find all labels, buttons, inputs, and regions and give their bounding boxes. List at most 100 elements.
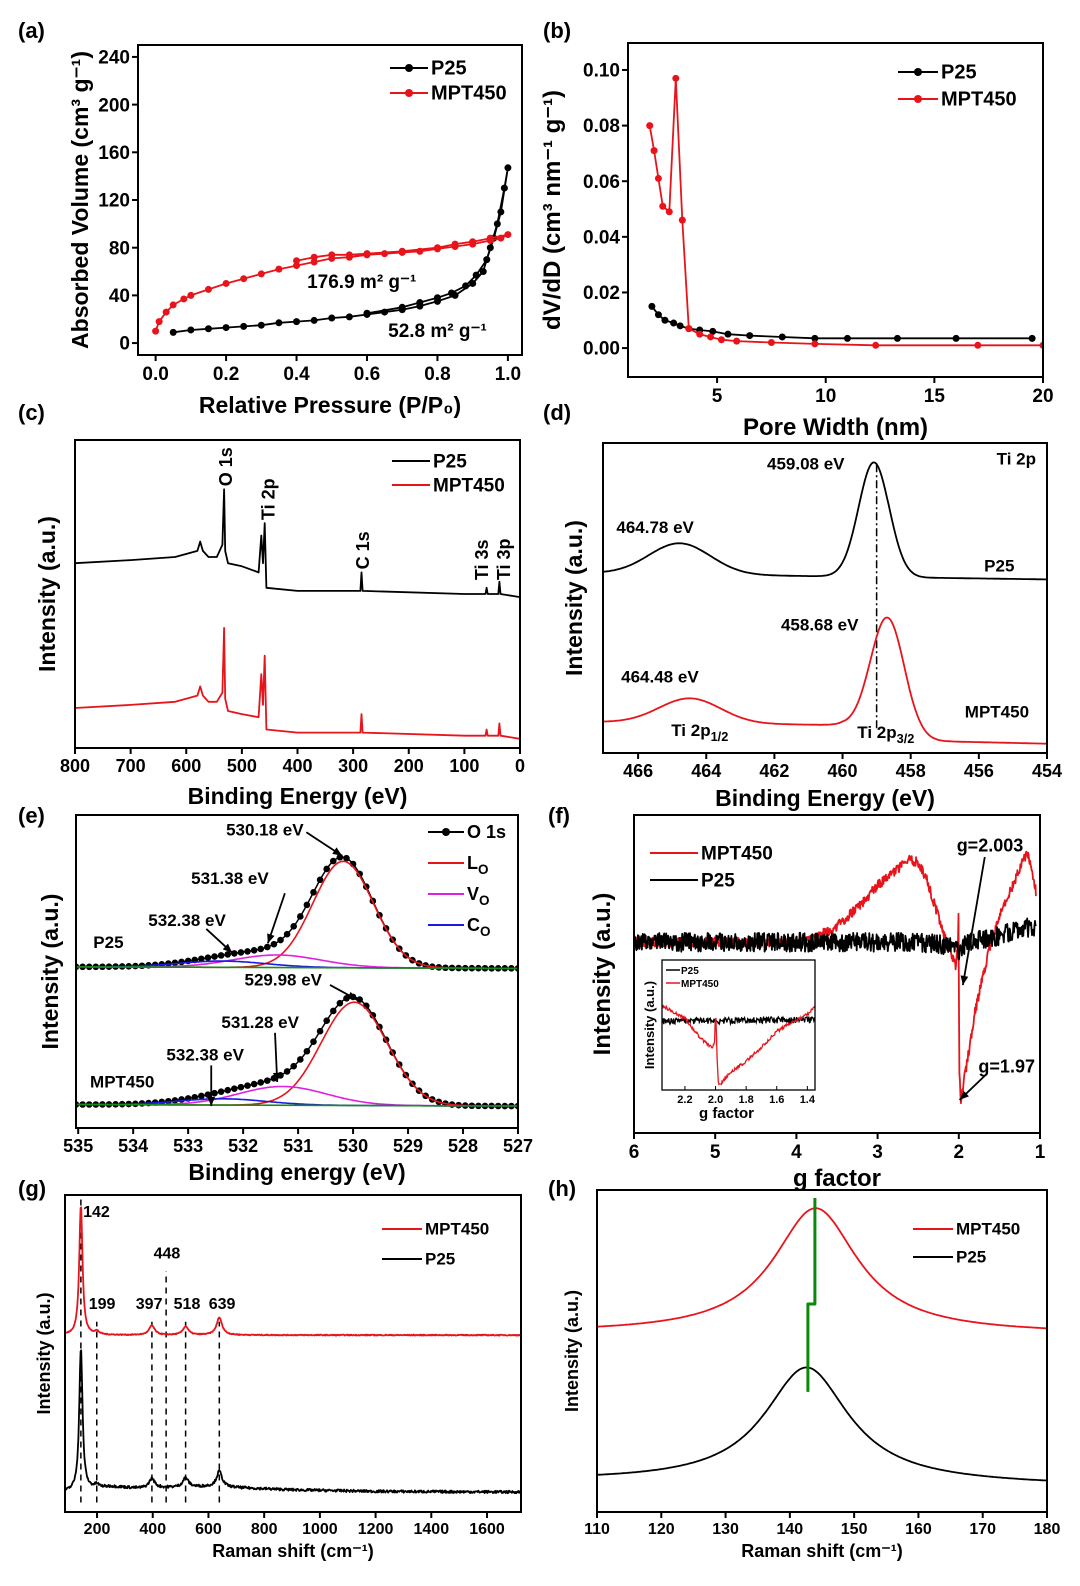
y-axis-label: Intensity (a.u.)	[562, 1290, 582, 1412]
annotation: Ti 2p	[997, 450, 1036, 469]
legend-label: P25	[433, 451, 467, 472]
annotation: 397	[136, 1296, 163, 1313]
inset-x-tick-label: 1.4	[800, 1094, 816, 1106]
arrow-head	[960, 975, 969, 986]
data-point	[696, 330, 704, 338]
legend-label: VO	[467, 884, 490, 908]
annotation: 518	[174, 1296, 201, 1313]
arrow-head	[272, 1072, 281, 1082]
data-point	[178, 958, 185, 966]
data-point	[872, 341, 880, 349]
legend-label-subscript: O	[478, 862, 489, 877]
panel-a: 0.0 0.2 0.4 0.6 0.8 1.0 0 40 80 120 160 200 240 Relat…	[18, 18, 523, 418]
legend-label: CO	[467, 915, 491, 939]
panel-h: 110 120 130 140 150 160 170 180 Raman shift (cm⁻…	[548, 1176, 1060, 1561]
data-point	[257, 945, 265, 953]
data-point	[486, 244, 494, 252]
data-point	[493, 220, 501, 228]
data-point	[303, 901, 311, 909]
x-tick-label: 535	[63, 1136, 93, 1156]
panel-letter: (g)	[18, 1176, 46, 1201]
panel-g: 200 400 600 800 1000 1200 1400 1600 Raman shift …	[18, 1176, 522, 1561]
data-point	[363, 309, 371, 317]
data-point	[217, 952, 225, 959]
data-point	[329, 857, 337, 865]
annotation: P25	[984, 557, 1014, 576]
data-point	[222, 324, 230, 332]
legend-label: P25	[941, 62, 977, 84]
legend-label: MPT450	[956, 1220, 1020, 1239]
x-axis-label: Pore Width (nm)	[743, 414, 928, 441]
x-tick-label: 6	[629, 1142, 640, 1163]
data-point	[670, 319, 678, 327]
series-line-p25	[65, 1349, 521, 1495]
data-point	[500, 184, 508, 192]
x-axis-label: Binding Energy (eV)	[188, 783, 408, 809]
data-point	[733, 337, 741, 345]
annotation: 530.18 eV	[226, 820, 304, 839]
x-tick-label: 0.6	[354, 364, 380, 385]
data-point	[264, 943, 271, 951]
annotation: 464.48 eV	[621, 667, 699, 686]
o1s-data-line	[76, 856, 518, 970]
data-point	[685, 325, 693, 333]
series-line-p25	[173, 166, 509, 334]
x-tick-label: 0.0	[142, 364, 168, 385]
annotation: P25	[93, 933, 123, 952]
data-point	[310, 316, 318, 324]
plot-area	[634, 850, 1037, 1105]
arrow-head	[959, 1090, 969, 1100]
legend-label: MPT450	[431, 83, 507, 105]
legend-item: MPT450	[913, 1220, 1020, 1239]
data-point	[283, 930, 291, 938]
data-point	[296, 1056, 304, 1063]
legend-item: P25	[392, 451, 467, 472]
data-point	[398, 247, 406, 255]
data-point	[211, 953, 218, 960]
x-tick-label: 0.2	[213, 364, 239, 385]
x-tick-label: 500	[227, 756, 257, 776]
y-tick-label: 80	[109, 238, 130, 259]
annotation: 458.68 eV	[781, 616, 859, 635]
data-point	[345, 313, 353, 321]
data-point	[356, 996, 363, 1003]
data-point	[224, 1086, 232, 1094]
data-point	[650, 147, 658, 155]
x-tick-label: 800	[251, 1521, 278, 1538]
annotation: 52.8 m² g⁻¹	[388, 321, 487, 342]
x-tick-label: 0	[515, 756, 525, 776]
data-point	[187, 291, 195, 299]
plot-area	[597, 1198, 1047, 1482]
annotation: Ti 2p	[258, 478, 278, 520]
x-tick-label: 528	[448, 1136, 478, 1156]
plot-area	[76, 853, 518, 1110]
data-point	[433, 244, 441, 252]
x-tick-label: 180	[1034, 1521, 1061, 1538]
plot-area	[65, 1195, 521, 1503]
legend-label-main: C	[467, 915, 480, 935]
x-tick-label: 458	[896, 761, 926, 781]
inset-series-mpt450	[662, 1004, 815, 1086]
annotation: MPT450	[90, 1072, 154, 1091]
data-point	[472, 271, 480, 279]
data-point	[678, 216, 686, 224]
data-point	[310, 888, 317, 896]
data-point	[416, 247, 424, 255]
annotation: 529.98 eV	[244, 971, 322, 990]
data-point	[709, 327, 717, 335]
y-tick-label: 160	[98, 143, 130, 164]
legend-item: P25	[913, 1248, 986, 1267]
data-point	[296, 913, 304, 920]
x-tick-label: 15	[924, 386, 946, 407]
data-point	[811, 334, 819, 342]
annotation-main: Ti 2p	[857, 723, 896, 742]
data-point	[316, 1027, 324, 1035]
x-tick-label: 460	[828, 761, 858, 781]
data-point	[224, 951, 232, 958]
x-tick-label: 464	[691, 761, 721, 781]
x-tick-label: 150	[841, 1521, 868, 1538]
data-point	[293, 318, 301, 326]
inset-x-axis-label: g factor	[699, 1105, 754, 1122]
series-line-p25	[75, 488, 520, 598]
inset-x-tick-label: 1.8	[739, 1094, 754, 1106]
